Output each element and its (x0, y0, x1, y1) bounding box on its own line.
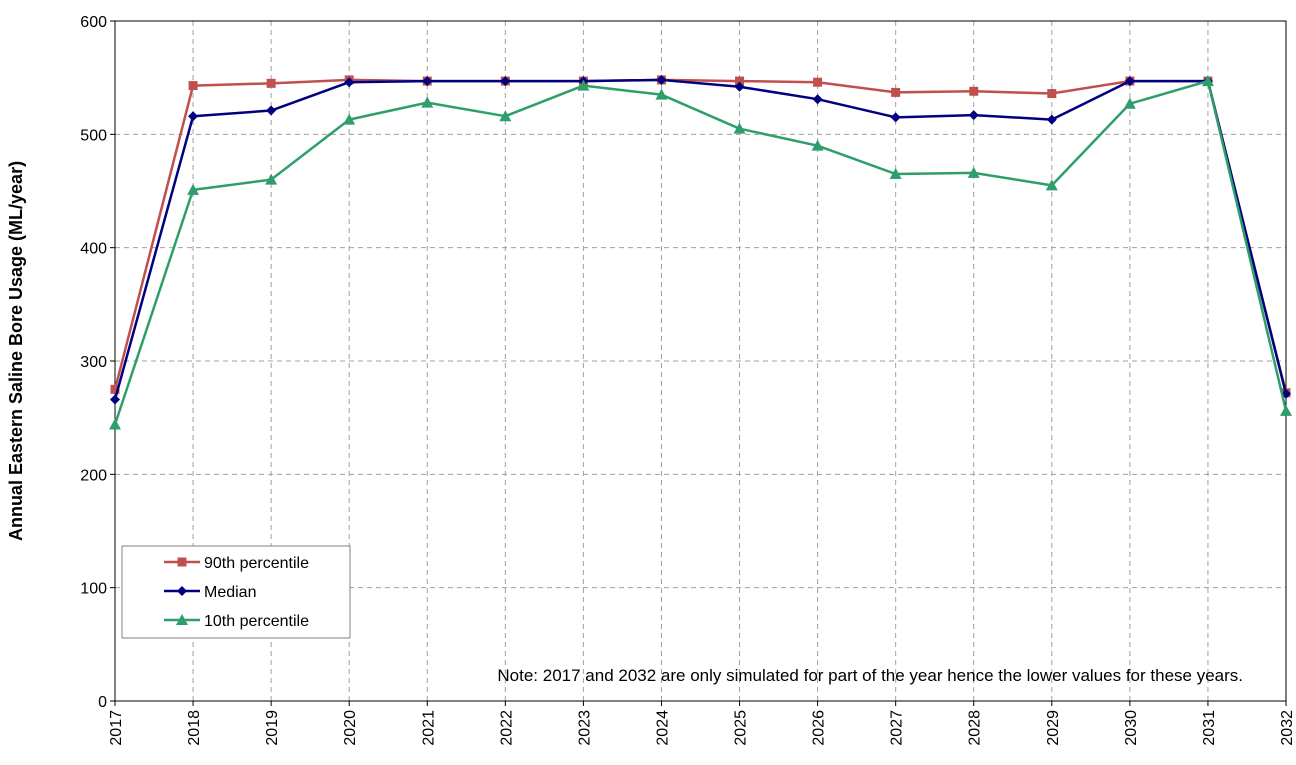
marker-triangle (343, 113, 356, 125)
marker-diamond (110, 394, 120, 405)
x-tick-label: 2032 (1279, 710, 1296, 746)
x-tick-label: 2023 (576, 710, 593, 746)
marker-diamond (1124, 76, 1135, 87)
marker-square (891, 87, 901, 97)
x-tick-label: 2029 (1045, 710, 1062, 746)
x-tick-label: 2025 (733, 710, 750, 746)
legend-item: 90th percentile (164, 555, 309, 572)
y-tick-label: 0 (98, 694, 107, 711)
marker-square (188, 81, 198, 91)
marker-diamond (500, 76, 511, 87)
marker-diamond (188, 111, 199, 122)
marker-triangle (967, 166, 980, 178)
series-group (109, 74, 1292, 430)
y-tick-label: 200 (80, 467, 107, 484)
legend-item: 10th percentile (164, 613, 309, 630)
x-tick-label: 2018 (186, 710, 203, 746)
y-tick-label: 500 (80, 127, 107, 144)
x-tick-label: 2028 (967, 710, 984, 746)
series-line (113, 78, 1288, 400)
marker-triangle (733, 122, 746, 134)
x-tick-label: 2017 (108, 710, 125, 746)
marker-diamond (177, 586, 187, 596)
marker-diamond (812, 94, 823, 105)
series-10th-percentile (109, 75, 1292, 430)
marker-triangle (655, 88, 668, 100)
legend-label: 10th percentile (204, 613, 309, 630)
marker-triangle (1201, 75, 1214, 87)
marker-triangle (176, 614, 188, 625)
y-axis-label: Annual Eastern Saline Bore Usage (ML/yea… (6, 161, 26, 541)
x-tick-label: 2020 (342, 710, 359, 746)
marker-diamond (890, 112, 901, 123)
legend: 90th percentile Median 10th percentile (121, 545, 351, 639)
marker-triangle (811, 139, 824, 151)
marker-triangle (421, 96, 434, 108)
x-tick-label: 2027 (889, 710, 906, 746)
x-tick-label: 2019 (264, 710, 281, 746)
marker-diamond (344, 77, 355, 88)
y-axis-ticks: 0 100 200 300 400 500 600 (80, 14, 115, 711)
marker-diamond (1046, 114, 1057, 125)
marker-diamond (734, 81, 745, 92)
marker-triangle (577, 79, 590, 91)
marker-square (735, 76, 745, 86)
legend-label: Median (204, 584, 256, 601)
legend-item: Median (164, 584, 256, 601)
series-line (113, 78, 1288, 394)
x-tick-label: 2021 (420, 710, 437, 746)
y-tick-label: 600 (80, 14, 107, 31)
series-median (110, 74, 1291, 405)
marker-square (110, 384, 120, 394)
marker-square (177, 557, 187, 567)
x-tick-label: 2022 (498, 710, 515, 746)
series-line (113, 79, 1288, 425)
legend-label: 90th percentile (204, 555, 309, 572)
marker-triangle (265, 173, 278, 185)
marker-diamond (656, 74, 667, 85)
marker-square (969, 86, 979, 96)
marker-triangle (889, 168, 902, 179)
x-axis-ticks: 2017 2018 2019 2020 2021 2022 2023 2024 2025 2026… (108, 701, 1296, 746)
y-tick-label: 300 (80, 354, 107, 371)
marker-triangle (187, 183, 200, 195)
marker-triangle (1045, 179, 1058, 191)
marker-diamond (968, 110, 979, 121)
series-90th-percentile (110, 75, 1291, 398)
y-tick-label: 400 (80, 241, 107, 258)
x-tick-label: 2030 (1123, 710, 1140, 746)
annotation-note: Note: 2017 and 2032 are only simulated f… (497, 666, 1243, 685)
legend-box (121, 545, 351, 639)
grid-lines (115, 21, 1286, 701)
x-tick-label: 2024 (654, 710, 671, 746)
marker-diamond (422, 76, 433, 87)
marker-triangle (1280, 404, 1292, 416)
marker-triangle (499, 110, 512, 122)
y-tick-label: 100 (80, 581, 107, 598)
x-tick-label: 2026 (811, 710, 828, 746)
marker-square (1047, 89, 1057, 99)
marker-triangle (109, 418, 121, 430)
marker-diamond (266, 105, 277, 116)
x-tick-label: 2031 (1201, 710, 1218, 746)
marker-triangle (1123, 97, 1136, 109)
marker-square (813, 77, 823, 87)
marker-square (266, 78, 276, 88)
